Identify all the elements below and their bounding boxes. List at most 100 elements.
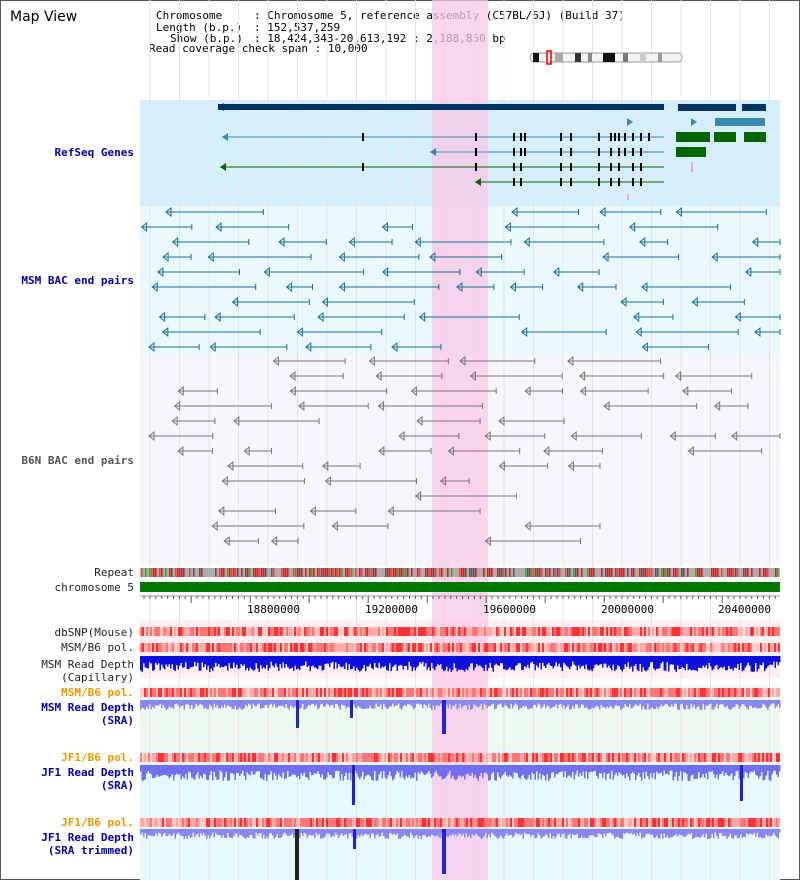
heat-cell — [524, 643, 526, 652]
heat-cell — [770, 627, 772, 636]
heat-cell — [262, 753, 264, 762]
heat-cell — [664, 753, 666, 762]
depth-bar — [512, 829, 514, 838]
depth-bar — [675, 700, 677, 704]
heat-cell — [582, 753, 584, 762]
msm-bac-pairs[interactable] — [140, 206, 781, 353]
depth-bar — [720, 656, 722, 667]
depth-bar — [773, 656, 775, 662]
heat-cell — [298, 688, 300, 697]
bac-end-marker — [157, 266, 164, 278]
heat-cell — [726, 643, 728, 652]
heat-cell — [558, 753, 560, 762]
heat-cell — [542, 818, 544, 827]
heat-cell — [322, 818, 324, 827]
depth-bar — [257, 765, 259, 772]
heat-cell — [672, 818, 674, 827]
depth-bar — [533, 700, 535, 706]
depth-bar — [513, 829, 515, 836]
heat-cell — [478, 818, 480, 827]
depth-bar — [704, 656, 706, 668]
repeat-segment — [613, 568, 615, 577]
depth-bar — [234, 829, 236, 834]
depth-bar — [360, 829, 362, 835]
heat-cell — [366, 753, 368, 762]
heat-cell — [384, 627, 386, 636]
repeat-segment — [309, 568, 311, 577]
highlight-region[interactable] — [432, 0, 488, 880]
depth-bar — [582, 700, 584, 706]
heat-cell — [154, 753, 156, 762]
heat-cell — [350, 688, 352, 697]
depth-spike — [442, 700, 446, 734]
depth-bar — [425, 765, 427, 775]
heat-cell — [470, 627, 472, 636]
depth-bar — [621, 700, 623, 709]
depth-bar — [711, 829, 713, 835]
heat-cell — [172, 818, 174, 827]
heat-cell — [472, 818, 474, 827]
refseq-genes[interactable] — [218, 103, 766, 200]
depth-bar — [588, 700, 590, 710]
depth-bar — [321, 656, 323, 671]
heat-cell — [502, 627, 504, 636]
depth-bar — [185, 829, 187, 837]
b6n-bac-pairs[interactable] — [148, 355, 781, 547]
depth-bar — [518, 656, 520, 664]
heat-cell — [288, 643, 290, 652]
heat-cell — [598, 627, 600, 636]
depth-bar — [590, 829, 592, 836]
depth-bar — [171, 700, 173, 708]
heat-cell — [262, 643, 264, 652]
heat-cell — [572, 753, 574, 762]
heat-cell — [724, 753, 726, 762]
depth-bar — [612, 700, 614, 709]
depth-bar — [621, 829, 623, 839]
heat-cell — [302, 627, 304, 636]
depth-bar — [233, 829, 235, 837]
heat-cell — [436, 643, 438, 652]
heat-cell — [300, 818, 302, 827]
heat-cell — [632, 688, 634, 697]
repeat-segment — [673, 568, 675, 577]
repeat-segment — [333, 568, 335, 577]
heat-cell — [654, 818, 656, 827]
heat-cell — [668, 643, 670, 652]
depth-bar — [543, 829, 545, 837]
depth-bar — [716, 700, 718, 704]
heat-cell — [678, 688, 680, 697]
depth-bar — [704, 829, 706, 838]
heat-cell — [182, 627, 184, 636]
depth-bar — [471, 700, 473, 710]
heat-cell — [270, 688, 272, 697]
depth-bar — [300, 829, 302, 834]
heat-cell — [652, 753, 654, 762]
depth-bar — [384, 700, 386, 707]
depth-bar — [167, 700, 169, 709]
depth-bar — [309, 765, 311, 772]
gene-exon — [513, 163, 515, 171]
depth-bar — [696, 656, 698, 672]
depth-bar — [750, 829, 752, 835]
depth-bar — [252, 700, 254, 704]
heat-cell — [602, 688, 604, 697]
heat-cell — [502, 643, 504, 652]
repeat-segment — [619, 568, 621, 577]
heat-cell — [392, 818, 394, 827]
heat-cell — [462, 643, 464, 652]
repeat-segment — [417, 568, 419, 577]
depth-bar — [702, 656, 704, 666]
heat-cell — [440, 818, 442, 827]
heat-cell — [634, 643, 636, 652]
heat-cell — [266, 688, 268, 697]
heat-cell — [506, 753, 508, 762]
heat-cell — [524, 753, 526, 762]
depth-bar — [623, 656, 625, 670]
heat-cell — [286, 643, 288, 652]
chromosome-ideogram[interactable] — [529, 50, 683, 65]
depth-bar — [174, 700, 176, 705]
depth-bar — [269, 829, 271, 834]
refseq-label: RefSeq Genes — [54, 146, 134, 159]
heat-cell — [446, 643, 448, 652]
